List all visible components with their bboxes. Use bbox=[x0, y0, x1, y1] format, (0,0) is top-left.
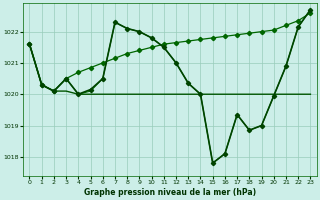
X-axis label: Graphe pression niveau de la mer (hPa): Graphe pression niveau de la mer (hPa) bbox=[84, 188, 256, 197]
